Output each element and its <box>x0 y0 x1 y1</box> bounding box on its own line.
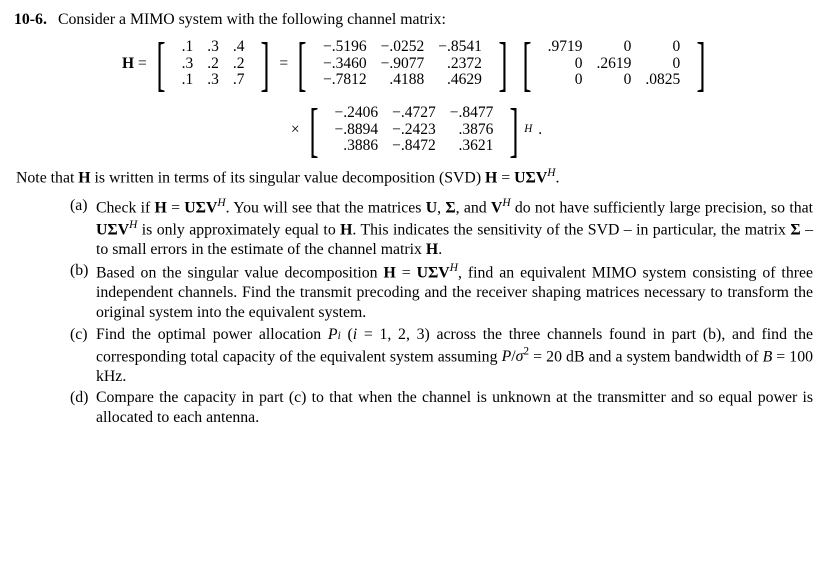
note-mid: is written in terms of its singular valu… <box>91 169 485 186</box>
part-a-label: (a) <box>70 196 96 260</box>
equation-line-2: × [ −.2406−.4727−.8477 −.8894−.2423.3876… <box>14 100 819 160</box>
matrix-U: [ −.5196−.0252−.8541 −.3460−.9077.2372 −… <box>292 34 513 94</box>
part-b-label: (b) <box>70 261 96 322</box>
lbracket-icon: [ <box>156 34 165 94</box>
rbracket-icon: ] <box>261 34 270 94</box>
matrix-H: [ .1.3.4 .3.2.2 .1.3.7 ] <box>151 34 276 94</box>
problem-block: 10-6. Consider a MIMO system with the fo… <box>0 0 833 446</box>
note-svd-rhs: UΣV <box>514 169 547 186</box>
part-a: (a) Check if H = UΣVH. You will see that… <box>70 196 813 260</box>
note-end: . <box>556 169 560 186</box>
rbracket-icon: ] <box>510 100 519 160</box>
note-svd-sup: H <box>547 167 555 179</box>
part-d-label: (d) <box>70 388 96 427</box>
eq-lhs-H: H <box>122 56 134 72</box>
lbracket-icon: [ <box>298 34 307 94</box>
part-c: (c) Find the optimal power allocation Pi… <box>70 325 813 386</box>
matrix-Sigma: [ .971900 0.26190 00.0825 ] <box>517 34 711 94</box>
parts-list: (a) Check if H = UΣVH. You will see that… <box>70 196 813 428</box>
lbracket-icon: [ <box>309 100 318 160</box>
part-c-label: (c) <box>70 325 96 386</box>
problem-intro: Consider a MIMO system with the followin… <box>58 10 446 30</box>
matrix-VH: [ −.2406−.4727−.8477 −.8894−.2423.3876 .… <box>304 100 525 160</box>
eq-trailing-dot: . <box>538 122 542 138</box>
svd-note: Note that H is written in terms of its s… <box>16 166 819 188</box>
part-b-text: Based on the singular value decompositio… <box>96 261 813 322</box>
part-a-text: Check if H = UΣVH. You will see that the… <box>96 196 813 260</box>
note-svd-lhs: H <box>485 169 497 186</box>
part-d-text: Compare the capacity in part (c) to that… <box>96 388 813 427</box>
problem-header: 10-6. Consider a MIMO system with the fo… <box>14 10 819 30</box>
eq-equals-2: = <box>279 56 288 72</box>
note-svd-eq: = <box>497 169 514 186</box>
rbracket-icon: ] <box>697 34 706 94</box>
equation-line-1: H = [ .1.3.4 .3.2.2 .1.3.7 ] = [ −.5196−… <box>14 34 819 94</box>
rbracket-icon: ] <box>498 34 507 94</box>
eq-VH-superscript: H <box>524 124 532 136</box>
lbracket-icon: [ <box>522 34 531 94</box>
part-c-text: Find the optimal power allocation Pi (i … <box>96 325 813 386</box>
note-H: H <box>78 169 90 186</box>
eq-equals-1: = <box>138 56 147 72</box>
note-prefix: Note that <box>16 169 78 186</box>
part-d: (d) Compare the capacity in part (c) to … <box>70 388 813 427</box>
eq-times: × <box>291 122 300 138</box>
problem-number: 10-6. <box>14 10 58 30</box>
part-b: (b) Based on the singular value decompos… <box>70 261 813 322</box>
